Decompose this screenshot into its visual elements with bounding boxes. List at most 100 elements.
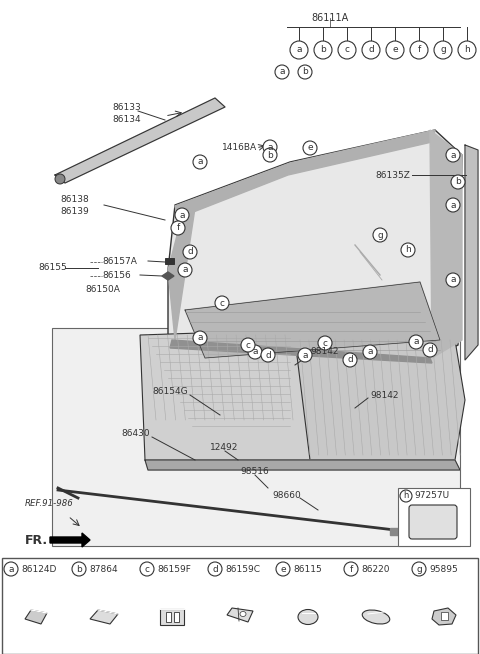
Text: 86134: 86134	[112, 114, 141, 124]
Text: a: a	[267, 143, 273, 152]
Circle shape	[400, 490, 412, 502]
Polygon shape	[390, 528, 400, 535]
Circle shape	[193, 155, 207, 169]
Bar	[52, 328, 460, 546]
Polygon shape	[227, 608, 253, 622]
Text: e: e	[392, 46, 398, 54]
Text: 86155: 86155	[38, 264, 67, 273]
Circle shape	[298, 348, 312, 362]
Bar	[441, 612, 448, 620]
Text: 87864: 87864	[89, 564, 118, 574]
Text: 12492: 12492	[210, 443, 239, 453]
Bar	[398, 488, 470, 546]
Bar	[165, 258, 174, 264]
Text: h: h	[403, 492, 408, 500]
Circle shape	[423, 343, 437, 357]
Text: 86159C: 86159C	[225, 564, 260, 574]
Text: g: g	[377, 230, 383, 239]
Text: 86124D: 86124D	[21, 564, 56, 574]
Circle shape	[314, 41, 332, 59]
Text: c: c	[345, 46, 349, 54]
Polygon shape	[170, 340, 432, 363]
Circle shape	[171, 221, 185, 235]
Text: f: f	[418, 46, 420, 54]
Text: e: e	[307, 143, 313, 152]
Circle shape	[434, 41, 452, 59]
Text: 86159F: 86159F	[157, 564, 191, 574]
Text: 86111A: 86111A	[312, 13, 348, 23]
Circle shape	[446, 148, 460, 162]
Circle shape	[208, 562, 222, 576]
Circle shape	[373, 228, 387, 242]
Polygon shape	[145, 460, 460, 470]
Circle shape	[363, 345, 377, 359]
Circle shape	[241, 338, 255, 352]
Circle shape	[401, 243, 415, 257]
Text: 86139: 86139	[60, 207, 89, 216]
Text: a: a	[8, 564, 14, 574]
Text: a: a	[302, 351, 308, 360]
Text: 86138: 86138	[60, 196, 89, 205]
Text: f: f	[176, 224, 180, 233]
Circle shape	[263, 148, 277, 162]
Ellipse shape	[362, 610, 390, 624]
Polygon shape	[465, 145, 478, 360]
Text: b: b	[302, 67, 308, 77]
Text: 86150A: 86150A	[85, 286, 120, 294]
Circle shape	[261, 348, 275, 362]
Text: h: h	[464, 46, 470, 54]
Text: FR.: FR.	[25, 534, 48, 547]
Ellipse shape	[298, 610, 318, 625]
Text: 97257U: 97257U	[414, 492, 449, 500]
Text: 86135Z: 86135Z	[375, 171, 410, 179]
Text: c: c	[323, 339, 327, 347]
Text: c: c	[245, 341, 251, 349]
Circle shape	[410, 41, 428, 59]
Text: 86115: 86115	[293, 564, 322, 574]
Ellipse shape	[240, 611, 246, 617]
Text: a: a	[279, 67, 285, 77]
Polygon shape	[162, 272, 174, 280]
Circle shape	[344, 562, 358, 576]
Circle shape	[248, 345, 262, 359]
Text: 86154G: 86154G	[152, 388, 188, 396]
Polygon shape	[168, 205, 195, 340]
Circle shape	[193, 331, 207, 345]
Text: a: a	[450, 275, 456, 284]
Polygon shape	[168, 130, 462, 362]
Text: a: a	[450, 150, 456, 160]
Text: 98660: 98660	[272, 490, 301, 500]
Text: 86133: 86133	[112, 103, 141, 112]
Text: h: h	[405, 245, 411, 254]
Circle shape	[183, 245, 197, 259]
Polygon shape	[55, 98, 225, 183]
Circle shape	[386, 41, 404, 59]
Circle shape	[276, 562, 290, 576]
Circle shape	[4, 562, 18, 576]
Text: e: e	[280, 564, 286, 574]
Text: d: d	[212, 564, 218, 574]
Circle shape	[140, 562, 154, 576]
Polygon shape	[430, 130, 462, 358]
Text: a: a	[367, 347, 373, 356]
Text: b: b	[320, 46, 326, 54]
Polygon shape	[50, 533, 90, 547]
Circle shape	[446, 273, 460, 287]
Circle shape	[72, 562, 86, 576]
Circle shape	[458, 41, 476, 59]
Text: d: d	[347, 356, 353, 364]
Circle shape	[275, 65, 289, 79]
Text: a: a	[182, 266, 188, 275]
Circle shape	[451, 175, 465, 189]
Text: 86220: 86220	[361, 564, 389, 574]
Circle shape	[362, 41, 380, 59]
Polygon shape	[140, 330, 330, 460]
Text: a: a	[413, 337, 419, 347]
Text: 86157A: 86157A	[102, 256, 137, 266]
Text: REF.91-986: REF.91-986	[25, 498, 74, 508]
Text: g: g	[440, 46, 446, 54]
Text: a: a	[252, 347, 258, 356]
Circle shape	[343, 353, 357, 367]
Polygon shape	[160, 609, 184, 625]
Text: 86156: 86156	[102, 271, 131, 279]
